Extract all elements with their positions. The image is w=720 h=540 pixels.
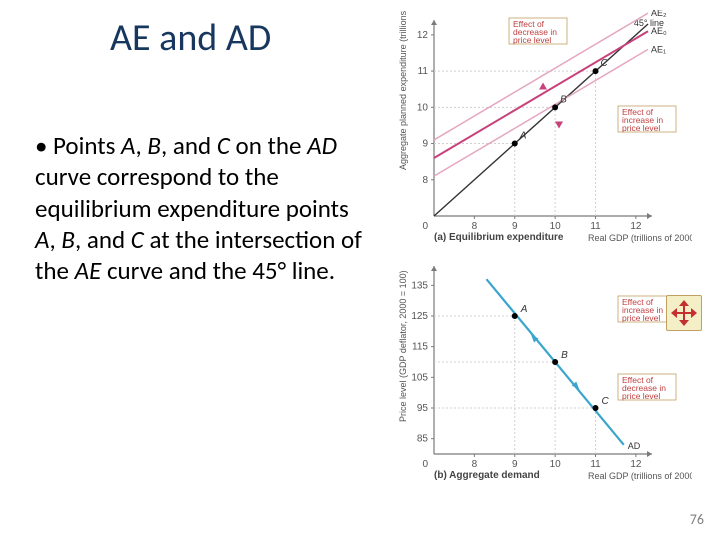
svg-text:0: 0 <box>422 221 428 232</box>
svg-text:12: 12 <box>417 30 429 41</box>
svg-text:B: B <box>561 350 568 361</box>
svg-text:price level: price level <box>513 35 551 45</box>
svg-text:10: 10 <box>550 459 562 470</box>
move-arrows-icon <box>666 295 702 331</box>
svg-text:11: 11 <box>418 66 429 77</box>
svg-text:C: C <box>602 396 610 407</box>
svg-text:Real GDP (trillions of 2000 do: Real GDP (trillions of 2000 dollars) <box>588 471 692 481</box>
svg-text:8: 8 <box>472 221 478 232</box>
svg-text:10: 10 <box>550 221 562 232</box>
svg-text:85: 85 <box>417 434 429 445</box>
svg-text:12: 12 <box>630 221 642 232</box>
svg-text:A: A <box>519 131 527 142</box>
svg-text:9: 9 <box>422 139 428 150</box>
chart-aggregate-demand: 8 9 10 11 12 85 95 105 115 125 135 0 Real GDP (trill… <box>396 252 692 486</box>
svg-text:Real GDP (trillions of 2000 do: Real GDP (trillions of 2000 dollars) <box>588 233 692 243</box>
svg-text:105: 105 <box>411 372 428 383</box>
svg-text:125: 125 <box>411 311 428 322</box>
svg-text:10: 10 <box>417 102 429 113</box>
svg-text:8: 8 <box>472 459 478 470</box>
svg-text:0: 0 <box>422 459 428 470</box>
svg-text:C: C <box>601 58 609 69</box>
svg-text:135: 135 <box>411 280 428 291</box>
svg-text:115: 115 <box>412 342 428 353</box>
svg-text:8: 8 <box>422 175 428 186</box>
svg-text:Aggregate planned expenditure: Aggregate planned expenditure (trillions… <box>398 10 408 170</box>
page-number: 76 <box>690 511 704 528</box>
svg-text:12: 12 <box>630 459 642 470</box>
chart-top-svg: 8 9 10 11 12 8 9 10 11 12 0 Real GDP (trillions of … <box>396 10 692 244</box>
svg-text:9: 9 <box>512 221 518 232</box>
svg-text:95: 95 <box>417 403 429 414</box>
svg-text:Price level (GDP deflator, 200: Price level (GDP deflator, 2000 = 100) <box>398 270 408 422</box>
svg-text:AD: AD <box>628 441 641 451</box>
svg-text:AE₂: AE₂ <box>651 10 667 18</box>
chart-equilibrium-expenditure: 8 9 10 11 12 8 9 10 11 12 0 Real GDP (trillions of … <box>396 10 692 244</box>
slide-title: AE and AD <box>110 15 271 61</box>
svg-text:11: 11 <box>590 459 601 470</box>
chart-bot-svg: 8 9 10 11 12 85 95 105 115 125 135 0 Real GDP (trill… <box>396 252 692 486</box>
bullet-text: •Points A, B, and C on the AD curve corr… <box>35 130 365 286</box>
svg-text:9: 9 <box>512 459 518 470</box>
svg-text:AE₁: AE₁ <box>651 44 666 54</box>
svg-text:price level: price level <box>622 123 660 133</box>
svg-text:price level: price level <box>622 313 660 323</box>
svg-text:AE₀: AE₀ <box>651 26 667 36</box>
svg-text:A: A <box>520 304 528 315</box>
svg-text:price level: price level <box>622 391 660 401</box>
svg-text:11: 11 <box>590 221 601 232</box>
slide-container: { "title": "AE and AD", "bullet_parts": … <box>0 0 720 540</box>
svg-text:B: B <box>560 94 567 105</box>
